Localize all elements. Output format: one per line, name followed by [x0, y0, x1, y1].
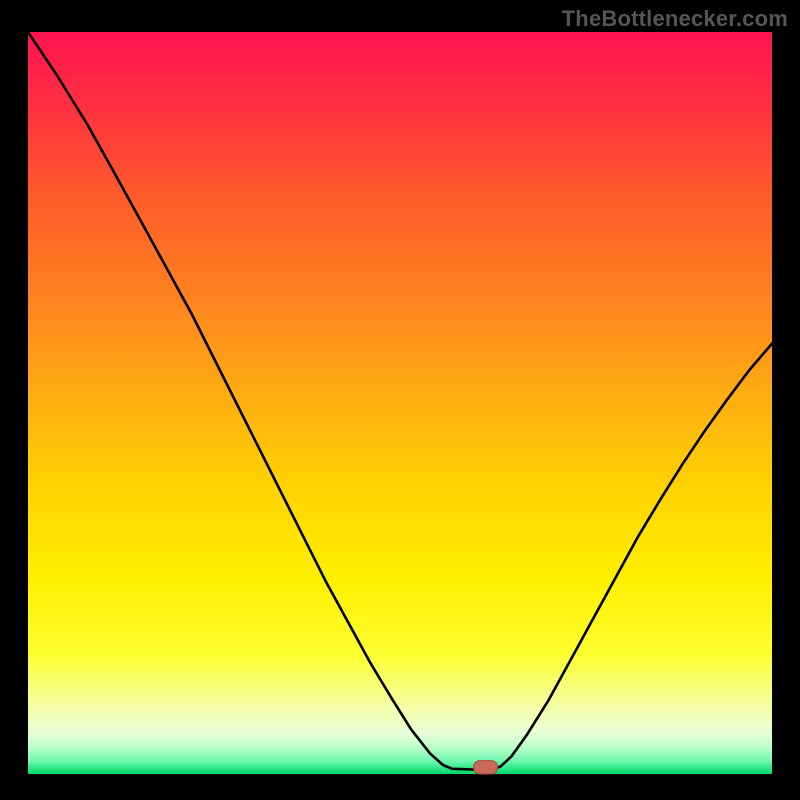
plot-background [28, 32, 772, 774]
chart-frame: TheBottlenecker.com [0, 0, 800, 800]
watermark-label: TheBottlenecker.com [562, 6, 788, 32]
optimal-point-marker [474, 761, 498, 774]
bottleneck-chart [0, 0, 800, 800]
